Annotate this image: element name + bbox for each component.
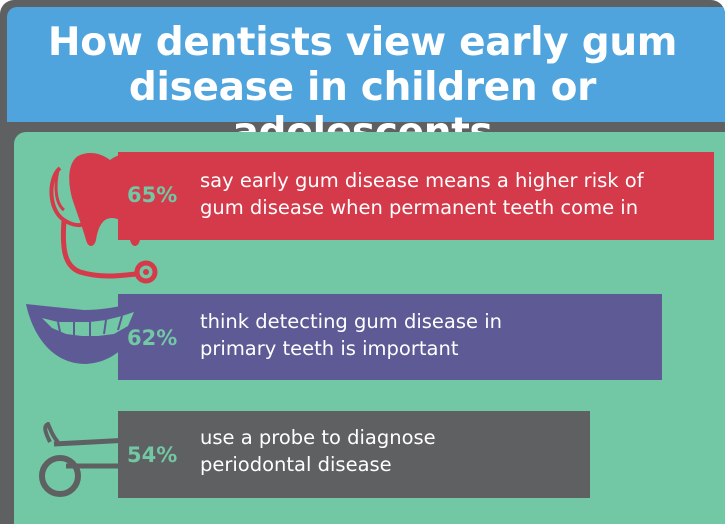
stat-line-2: periodontal disease xyxy=(200,453,392,476)
stat-percent: 54% xyxy=(127,443,178,467)
stat-bar-red xyxy=(118,152,714,240)
dental-mirror-icon xyxy=(39,422,131,497)
stat-line-1: use a probe to diagnose xyxy=(200,426,436,449)
stat-statement: think detecting gum disease in primary t… xyxy=(200,308,650,362)
page-title: How dentists view early gum disease in c… xyxy=(0,20,725,155)
title-line-1: How dentists view early gum xyxy=(47,20,678,65)
stat-statement: say early gum disease means a higher ris… xyxy=(200,167,710,221)
smile-icon xyxy=(26,300,146,364)
stat-bar-gray xyxy=(118,411,590,498)
stat-percent: 65% xyxy=(127,183,178,207)
tooth-stethoscope-icon xyxy=(49,153,158,284)
stat-line-1: think detecting gum disease in xyxy=(200,310,502,333)
stat-line-1: say early gum disease means a higher ris… xyxy=(200,169,644,192)
stat-bar-purple xyxy=(118,294,662,380)
stat-line-2: primary teeth is important xyxy=(200,337,459,360)
stat-percent: 62% xyxy=(127,326,178,350)
stat-statement: use a probe to diagnose periodontal dise… xyxy=(200,424,580,478)
header-banner xyxy=(7,7,725,122)
stat-line-2: gum disease when permanent teeth come in xyxy=(200,196,639,219)
